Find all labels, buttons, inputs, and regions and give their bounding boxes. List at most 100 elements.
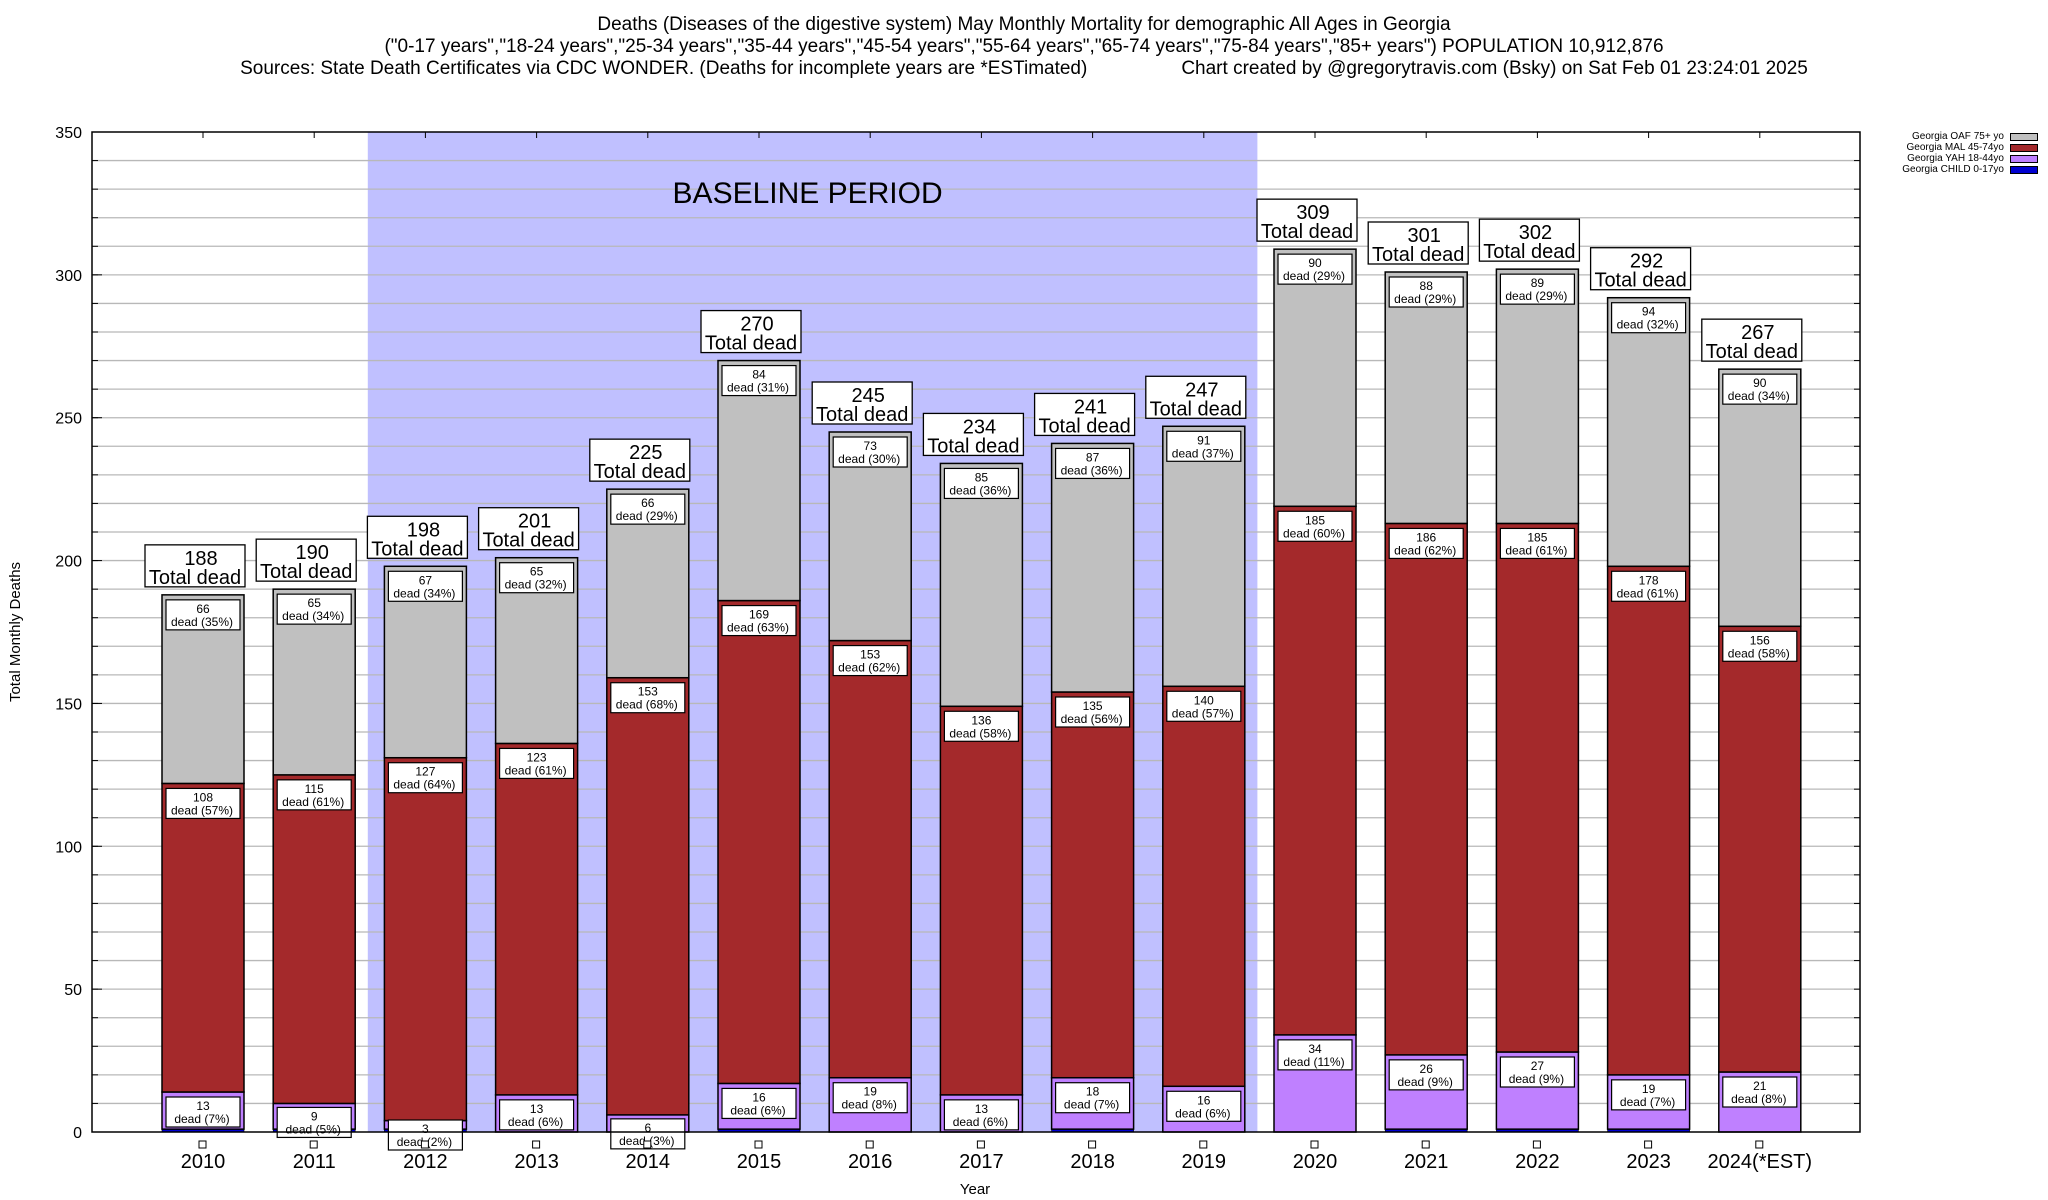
bar-segment <box>383 756 468 1122</box>
segment-percent: dead (57%) <box>1172 706 1234 720</box>
total-suffix: Total dead <box>594 461 686 483</box>
segment-value: 3 <box>422 1122 429 1136</box>
x-tick-label: 2019 <box>1182 1151 1227 1173</box>
title-line-3: Sources: State Death Certificates via CD… <box>0 58 2048 80</box>
segment-label-box <box>1166 430 1242 462</box>
segment-label-box <box>832 644 908 677</box>
point-marker <box>1310 1140 1319 1149</box>
point-marker <box>1088 1140 1097 1149</box>
segment-value: 91 <box>1197 433 1211 447</box>
segment-percent: dead (57%) <box>171 803 233 817</box>
segment-label-box <box>499 562 575 594</box>
x-tick-label: 2016 <box>848 1151 893 1173</box>
segment-label-box <box>943 1099 1020 1131</box>
segment-value: 186 <box>1416 530 1436 544</box>
point-marker <box>643 1140 652 1149</box>
segment-percent: dead (30%) <box>838 452 900 466</box>
segment-percent: dead (31%) <box>727 381 789 395</box>
legend-label: Georgia YAH 18-44yo <box>1907 153 2004 164</box>
segment-label-box <box>943 467 1020 500</box>
segment-value: 16 <box>1197 1093 1211 1107</box>
segment-percent: dead (29%) <box>1394 292 1456 306</box>
segment-percent: dead (36%) <box>949 483 1011 497</box>
segment-value: 6 <box>644 1121 651 1135</box>
segment-value: 66 <box>641 496 655 510</box>
segment-percent: dead (8%) <box>842 1098 897 1112</box>
segment-percent: dead (34%) <box>1728 389 1790 403</box>
segment-label-box <box>1054 1082 1131 1114</box>
segment-label-box <box>387 570 463 602</box>
total-value: 267 <box>1741 322 1774 344</box>
legend-item-child: Georgia CHILD 0-17yo <box>1902 164 2038 175</box>
x-tick-label: 2012 <box>403 1151 448 1173</box>
segment-percent: dead (29%) <box>1505 289 1567 303</box>
segment-percent: dead (8%) <box>1731 1092 1786 1106</box>
segment-value: 65 <box>308 596 322 610</box>
total-value: 190 <box>296 542 329 564</box>
segment-value: 115 <box>305 782 324 796</box>
segment-value: 18 <box>1086 1085 1100 1099</box>
point-marker <box>865 1140 874 1149</box>
total-suffix: Total dead <box>1261 221 1353 243</box>
plot-frame <box>91 131 1861 1133</box>
segment-percent: dead (11%) <box>1283 1055 1344 1069</box>
segment-value: 127 <box>415 765 435 779</box>
segment-value: 13 <box>975 1102 989 1116</box>
y-tick-label: 50 <box>64 982 82 999</box>
segment-value: 26 <box>1420 1062 1434 1076</box>
bar-segment <box>1273 505 1357 1036</box>
segment-percent: dead (34%) <box>393 586 455 600</box>
point-marker <box>754 1140 763 1149</box>
segment-percent: dead (62%) <box>1394 543 1456 557</box>
total-suffix: Total dead <box>1594 270 1686 292</box>
x-tick-label: 2020 <box>1293 1151 1338 1173</box>
segment-label-box <box>1499 1056 1576 1088</box>
segment-percent: dead (6%) <box>953 1115 1008 1129</box>
segment-value: 153 <box>638 685 658 699</box>
segment-label-box <box>1054 696 1131 728</box>
segment-label-box <box>387 762 463 794</box>
segment-label-box <box>1277 1039 1353 1071</box>
legend-label: Georgia MAL 45-74yo <box>1906 142 2004 153</box>
segment-percent: dead (61%) <box>1617 586 1679 600</box>
bar-segment <box>1162 425 1246 688</box>
total-suffix: Total dead <box>1706 341 1798 363</box>
segment-value: 66 <box>196 602 210 616</box>
segment-value: 94 <box>1642 305 1656 319</box>
title-line-2: ("0-17 years","18-24 years","25-34 years… <box>384 36 1664 57</box>
segment-label-box <box>610 682 686 714</box>
total-value: 302 <box>1519 222 1552 244</box>
segment-percent: dead (9%) <box>1398 1075 1453 1089</box>
segment-percent: dead (7%) <box>1620 1095 1675 1109</box>
total-suffix: Total dead <box>927 435 1019 457</box>
total-value: 198 <box>407 519 440 541</box>
x-tick-label: 2017 <box>959 1151 1004 1173</box>
segment-label-box <box>1722 630 1798 662</box>
x-axis-label: Year <box>960 1181 990 1198</box>
legend: Georgia OAF 75+ yo Georgia MAL 45-74yo G… <box>1902 131 2038 175</box>
title-line-1: Deaths (Diseases of the digestive system… <box>597 14 1451 35</box>
segment-percent: dead (37%) <box>1172 446 1234 460</box>
segment-label-box <box>721 364 797 397</box>
